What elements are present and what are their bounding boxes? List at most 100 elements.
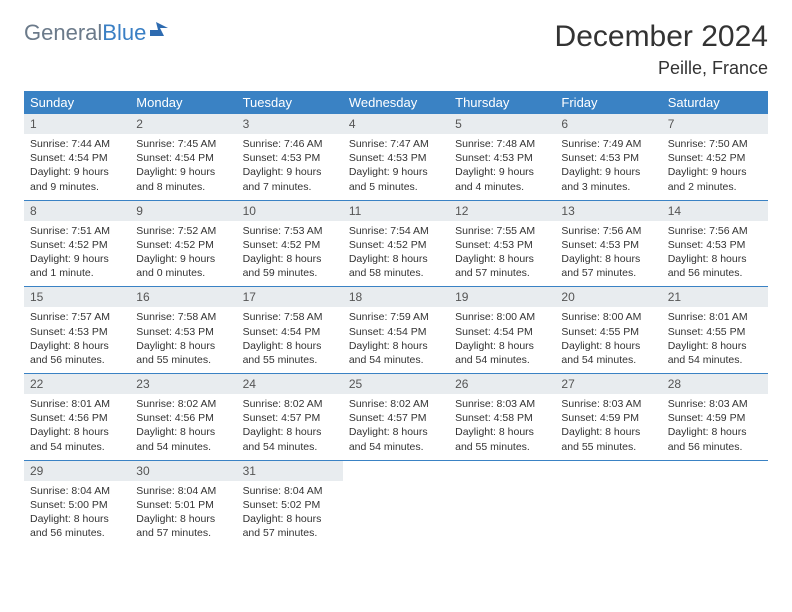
day-line: Sunset: 4:53 PM — [349, 151, 443, 165]
day-line: Daylight: 8 hours and 54 minutes. — [349, 425, 443, 453]
day-header: Sunday — [24, 91, 130, 114]
day-details: Sunrise: 8:02 AMSunset: 4:56 PMDaylight:… — [130, 394, 236, 460]
day-line: Sunset: 4:55 PM — [668, 325, 762, 339]
day-line: Sunrise: 7:54 AM — [349, 224, 443, 238]
calendar-cell: 25Sunrise: 8:02 AMSunset: 4:57 PMDayligh… — [343, 374, 449, 461]
calendar-cell — [662, 460, 768, 546]
day-line: Sunrise: 8:02 AM — [136, 397, 230, 411]
day-header: Wednesday — [343, 91, 449, 114]
day-line: Sunrise: 7:53 AM — [243, 224, 337, 238]
calendar-cell: 6Sunrise: 7:49 AMSunset: 4:53 PMDaylight… — [555, 114, 661, 200]
day-line: Daylight: 9 hours and 1 minute. — [30, 252, 124, 280]
calendar-cell: 16Sunrise: 7:58 AMSunset: 4:53 PMDayligh… — [130, 287, 236, 374]
day-line: Sunrise: 7:46 AM — [243, 137, 337, 151]
calendar-body: 1Sunrise: 7:44 AMSunset: 4:54 PMDaylight… — [24, 114, 768, 546]
day-line: Daylight: 8 hours and 56 minutes. — [668, 425, 762, 453]
day-header: Saturday — [662, 91, 768, 114]
day-line: Sunset: 4:57 PM — [349, 411, 443, 425]
day-number: 15 — [24, 287, 130, 307]
day-details: Sunrise: 7:45 AMSunset: 4:54 PMDaylight:… — [130, 134, 236, 200]
day-details: Sunrise: 7:52 AMSunset: 4:52 PMDaylight:… — [130, 221, 236, 287]
day-line: Daylight: 8 hours and 54 minutes. — [349, 339, 443, 367]
day-line: Sunrise: 8:03 AM — [455, 397, 549, 411]
day-number: 8 — [24, 201, 130, 221]
calendar-cell: 31Sunrise: 8:04 AMSunset: 5:02 PMDayligh… — [237, 460, 343, 546]
day-number: 26 — [449, 374, 555, 394]
day-line: Daylight: 8 hours and 56 minutes. — [30, 512, 124, 540]
day-line: Daylight: 9 hours and 5 minutes. — [349, 165, 443, 193]
day-number: 18 — [343, 287, 449, 307]
day-line: Sunset: 4:53 PM — [561, 238, 655, 252]
day-number: 2 — [130, 114, 236, 134]
day-line: Sunrise: 7:45 AM — [136, 137, 230, 151]
day-line: Sunset: 4:54 PM — [349, 325, 443, 339]
day-details: Sunrise: 7:54 AMSunset: 4:52 PMDaylight:… — [343, 221, 449, 287]
day-line: Sunset: 4:52 PM — [349, 238, 443, 252]
logo-text: GeneralBlue — [24, 20, 146, 46]
day-line: Sunset: 4:53 PM — [455, 151, 549, 165]
day-line: Sunrise: 8:03 AM — [561, 397, 655, 411]
calendar-row: 29Sunrise: 8:04 AMSunset: 5:00 PMDayligh… — [24, 460, 768, 546]
day-number: 6 — [555, 114, 661, 134]
day-number: 5 — [449, 114, 555, 134]
day-details: Sunrise: 8:03 AMSunset: 4:59 PMDaylight:… — [555, 394, 661, 460]
day-line: Sunrise: 7:58 AM — [243, 310, 337, 324]
day-number: 30 — [130, 461, 236, 481]
day-line: Daylight: 8 hours and 54 minutes. — [243, 425, 337, 453]
calendar-row: 22Sunrise: 8:01 AMSunset: 4:56 PMDayligh… — [24, 374, 768, 461]
day-details: Sunrise: 7:47 AMSunset: 4:53 PMDaylight:… — [343, 134, 449, 200]
day-line: Sunset: 4:56 PM — [136, 411, 230, 425]
day-line: Daylight: 8 hours and 57 minutes. — [561, 252, 655, 280]
day-line: Sunset: 4:54 PM — [455, 325, 549, 339]
day-line: Sunrise: 7:49 AM — [561, 137, 655, 151]
day-line: Sunset: 5:00 PM — [30, 498, 124, 512]
day-line: Sunset: 4:57 PM — [243, 411, 337, 425]
calendar-cell: 13Sunrise: 7:56 AMSunset: 4:53 PMDayligh… — [555, 200, 661, 287]
day-number: 9 — [130, 201, 236, 221]
day-line: Sunset: 4:53 PM — [668, 238, 762, 252]
calendar-cell: 20Sunrise: 8:00 AMSunset: 4:55 PMDayligh… — [555, 287, 661, 374]
day-line: Sunrise: 7:55 AM — [455, 224, 549, 238]
day-line: Daylight: 8 hours and 54 minutes. — [455, 339, 549, 367]
title-block: December 2024 Peille, France — [555, 20, 768, 79]
calendar-cell: 1Sunrise: 7:44 AMSunset: 4:54 PMDaylight… — [24, 114, 130, 200]
day-details: Sunrise: 7:50 AMSunset: 4:52 PMDaylight:… — [662, 134, 768, 200]
day-line: Sunset: 4:54 PM — [30, 151, 124, 165]
day-line: Daylight: 8 hours and 54 minutes. — [30, 425, 124, 453]
day-details: Sunrise: 8:04 AMSunset: 5:00 PMDaylight:… — [24, 481, 130, 547]
day-line: Daylight: 9 hours and 2 minutes. — [668, 165, 762, 193]
day-number: 1 — [24, 114, 130, 134]
day-details: Sunrise: 7:55 AMSunset: 4:53 PMDaylight:… — [449, 221, 555, 287]
calendar-cell — [343, 460, 449, 546]
calendar-cell: 28Sunrise: 8:03 AMSunset: 4:59 PMDayligh… — [662, 374, 768, 461]
day-details: Sunrise: 8:04 AMSunset: 5:01 PMDaylight:… — [130, 481, 236, 547]
day-number: 13 — [555, 201, 661, 221]
location: Peille, France — [555, 58, 768, 79]
day-details: Sunrise: 7:51 AMSunset: 4:52 PMDaylight:… — [24, 221, 130, 287]
day-line: Sunset: 4:52 PM — [668, 151, 762, 165]
day-number: 24 — [237, 374, 343, 394]
day-line: Daylight: 8 hours and 57 minutes. — [136, 512, 230, 540]
day-header: Friday — [555, 91, 661, 114]
day-number: 7 — [662, 114, 768, 134]
calendar-cell: 14Sunrise: 7:56 AMSunset: 4:53 PMDayligh… — [662, 200, 768, 287]
day-line: Daylight: 8 hours and 59 minutes. — [243, 252, 337, 280]
calendar-row: 15Sunrise: 7:57 AMSunset: 4:53 PMDayligh… — [24, 287, 768, 374]
day-number: 23 — [130, 374, 236, 394]
day-details: Sunrise: 7:44 AMSunset: 4:54 PMDaylight:… — [24, 134, 130, 200]
day-line: Daylight: 9 hours and 8 minutes. — [136, 165, 230, 193]
day-line: Sunrise: 8:00 AM — [455, 310, 549, 324]
day-number: 28 — [662, 374, 768, 394]
day-line: Sunrise: 7:52 AM — [136, 224, 230, 238]
day-header-row: Sunday Monday Tuesday Wednesday Thursday… — [24, 91, 768, 114]
day-details: Sunrise: 7:49 AMSunset: 4:53 PMDaylight:… — [555, 134, 661, 200]
day-line: Sunset: 4:58 PM — [455, 411, 549, 425]
day-line: Sunrise: 8:02 AM — [349, 397, 443, 411]
day-number: 11 — [343, 201, 449, 221]
day-line: Sunrise: 8:04 AM — [30, 484, 124, 498]
day-line: Sunset: 4:59 PM — [668, 411, 762, 425]
day-line: Sunset: 4:53 PM — [455, 238, 549, 252]
calendar-cell: 15Sunrise: 7:57 AMSunset: 4:53 PMDayligh… — [24, 287, 130, 374]
logo-part1: General — [24, 20, 102, 45]
day-line: Sunrise: 7:44 AM — [30, 137, 124, 151]
